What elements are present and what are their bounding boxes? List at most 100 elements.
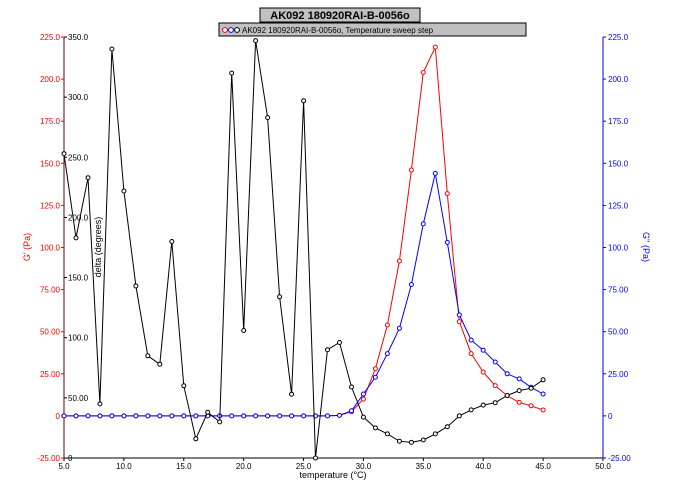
data-point-delta <box>73 235 79 241</box>
data-point-delta <box>372 425 378 431</box>
y-right-tick-label: 225.0 <box>608 33 629 42</box>
legend-markers <box>222 27 240 33</box>
legend-marker-g-prime <box>222 27 228 33</box>
data-point-g-double-prime <box>85 413 91 419</box>
data-point-g-prime <box>468 351 474 357</box>
data-point-g-double-prime <box>468 337 474 343</box>
data-point-g-prime <box>360 396 366 402</box>
y-delta-tick-label: 300.0 <box>68 93 89 102</box>
data-point-delta <box>301 98 307 104</box>
data-point-g-double-prime <box>169 413 175 419</box>
data-point-g-double-prime <box>229 413 235 419</box>
legend-marker-g-double-prime <box>228 27 234 33</box>
data-point-g-prime <box>420 69 426 75</box>
data-point-g-double-prime <box>372 374 378 380</box>
y-right-tick-label: 100.0 <box>608 244 629 253</box>
data-point-delta <box>241 328 247 333</box>
data-point-delta <box>396 438 402 444</box>
data-point-delta <box>109 46 115 52</box>
series-layer <box>61 38 546 461</box>
data-point-g-double-prime <box>289 413 295 419</box>
data-point-g-double-prime <box>133 413 139 419</box>
x-tick-label: 30.0 <box>356 462 372 471</box>
data-point-g-prime <box>528 403 534 409</box>
y-delta-tick-label: 100.0 <box>68 334 89 343</box>
data-point-delta <box>540 377 546 383</box>
data-point-g-prime <box>444 191 450 197</box>
x-tick-label: 5.0 <box>58 462 70 471</box>
data-point-delta <box>181 383 187 389</box>
y-left-tick-label: 225.0 <box>40 33 61 42</box>
data-point-g-double-prime <box>325 413 330 419</box>
data-point-g-double-prime <box>480 347 486 353</box>
data-point-g-double-prime <box>540 391 546 397</box>
data-point-delta <box>133 283 139 289</box>
data-point-delta <box>289 391 295 397</box>
y-left-tick-label: -25.00 <box>37 454 60 463</box>
data-point-delta <box>265 115 271 121</box>
data-point-g-prime <box>372 366 378 372</box>
data-point-g-double-prime <box>277 413 283 419</box>
data-point-g-prime <box>456 319 462 325</box>
legend-marker-delta <box>234 27 240 33</box>
data-point-delta <box>169 239 175 244</box>
data-point-g-double-prime <box>265 413 271 419</box>
data-point-delta <box>85 175 91 181</box>
x-tick-label: 50.0 <box>595 462 611 471</box>
data-point-delta <box>229 70 235 76</box>
data-point-g-prime <box>480 369 486 375</box>
x-tick-label: 20.0 <box>236 462 252 471</box>
data-point-delta <box>121 188 127 194</box>
data-point-g-double-prime <box>97 413 103 419</box>
data-point-g-double-prime <box>444 239 450 245</box>
data-point-g-prime <box>384 322 390 328</box>
chart-title: AK092 180920RAI-B-0056o <box>270 10 410 22</box>
data-point-delta <box>384 431 390 437</box>
x-tick-label: 45.0 <box>535 462 551 471</box>
y-right-tick-label: 150.0 <box>608 159 629 168</box>
data-point-delta <box>456 413 462 419</box>
legend-label: AK092 180920RAI-B-0056o, Temperature swe… <box>242 26 434 35</box>
x-tick-label: 15.0 <box>176 462 192 471</box>
y-left-tick-label: 200.0 <box>40 75 61 84</box>
data-point-g-double-prime <box>193 413 199 419</box>
data-point-g-double-prime <box>504 371 510 377</box>
y-right-tick-label: 200.0 <box>608 75 629 84</box>
data-point-g-double-prime <box>360 391 366 397</box>
data-point-delta <box>432 431 438 437</box>
data-point-delta <box>349 384 354 390</box>
data-point-delta <box>61 151 67 157</box>
data-point-g-double-prime <box>121 413 127 419</box>
y-delta-axis-label: delta (degrees) <box>93 217 103 278</box>
data-point-g-prime <box>432 44 438 50</box>
x-tick-label: 40.0 <box>475 462 491 471</box>
data-point-delta <box>468 407 474 413</box>
x-tick-label: 10.0 <box>116 462 132 471</box>
y-left-tick-label: 100.0 <box>40 244 61 253</box>
data-point-g-double-prime <box>396 325 402 331</box>
data-point-delta <box>408 439 414 445</box>
data-point-g-prime <box>516 399 522 405</box>
y-right-tick-label: 75.00 <box>608 286 629 295</box>
data-point-delta <box>157 361 163 367</box>
data-point-g-double-prime <box>492 359 498 365</box>
y-right-tick-label: 0 <box>608 412 613 421</box>
y-left-tick-label: 50.00 <box>40 328 61 337</box>
y-left-axis-label: G' (Pa) <box>22 233 32 261</box>
y-right-tick-label: 25.00 <box>608 370 629 379</box>
data-point-g-double-prime <box>337 412 342 418</box>
data-point-delta <box>480 402 486 408</box>
data-point-g-double-prime <box>109 413 115 419</box>
x-axis-label: temperature (°C) <box>299 470 366 480</box>
data-point-delta <box>492 400 498 406</box>
data-point-g-prime <box>492 383 498 389</box>
y-delta-tick-label: 50.00 <box>68 394 89 403</box>
data-point-delta <box>444 424 450 430</box>
data-point-g-prime <box>540 407 546 413</box>
y-left-tick-label: 0 <box>56 412 61 421</box>
data-point-g-double-prime <box>253 413 259 419</box>
y-delta-tick-label: 250.0 <box>68 153 89 162</box>
x-tick-label: 35.0 <box>416 462 432 471</box>
y-delta-tick-label: 350.0 <box>68 33 89 42</box>
y-right-axis-label: G'' (Pa) <box>641 232 651 262</box>
